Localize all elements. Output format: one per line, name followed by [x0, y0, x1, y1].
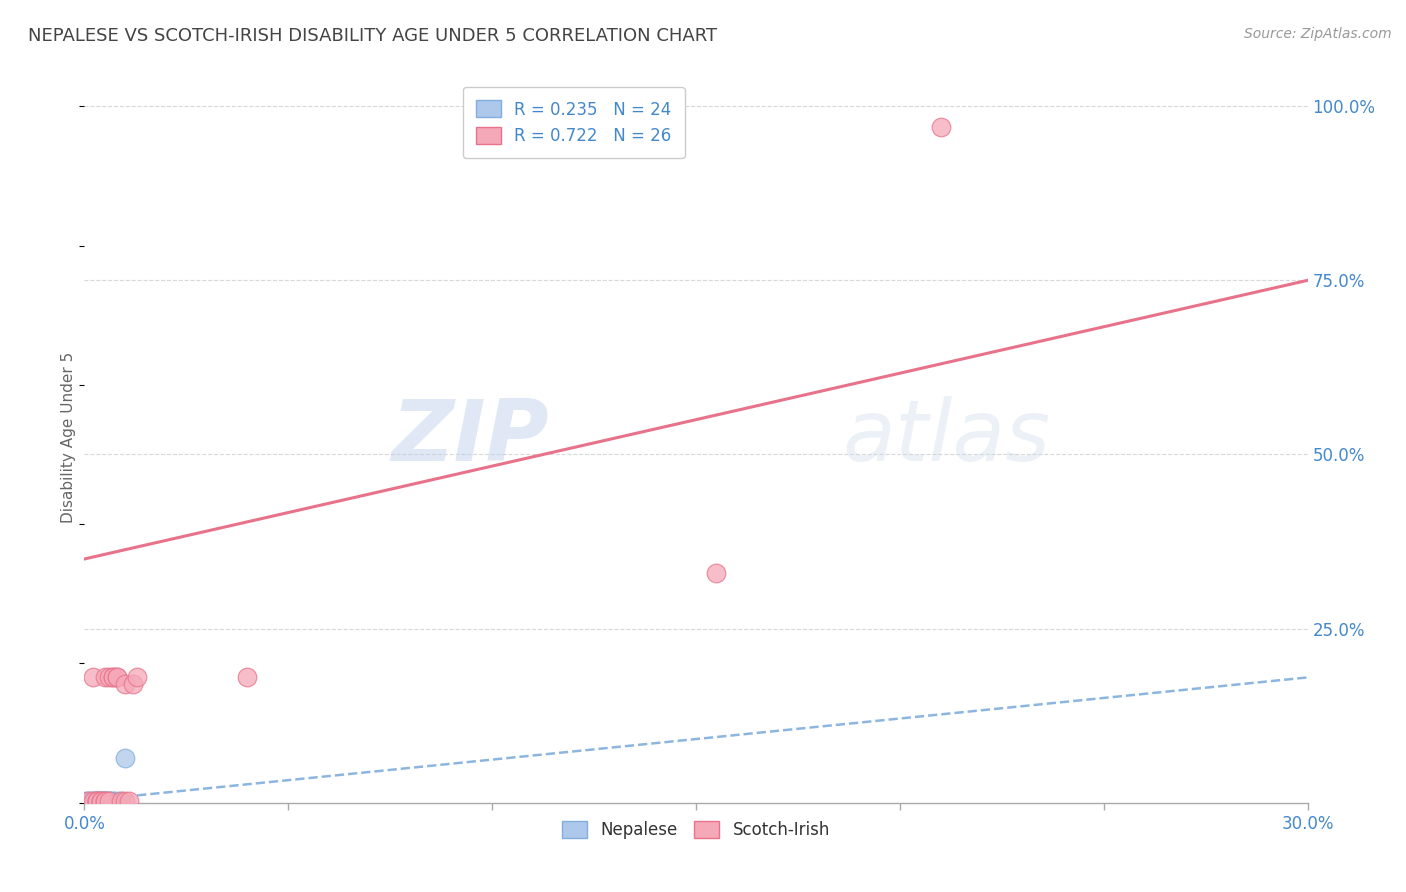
Text: NEPALESE VS SCOTCH-IRISH DISABILITY AGE UNDER 5 CORRELATION CHART: NEPALESE VS SCOTCH-IRISH DISABILITY AGE …	[28, 27, 717, 45]
Point	[929, 120, 952, 134]
Point	[105, 670, 128, 684]
Point	[77, 794, 100, 808]
Point	[110, 794, 132, 808]
Point	[75, 794, 97, 808]
Point	[86, 794, 108, 808]
Point	[114, 794, 136, 808]
Legend: Nepalese, Scotch-Irish: Nepalese, Scotch-Irish	[555, 814, 837, 846]
Point	[127, 670, 149, 684]
Point	[82, 794, 104, 808]
Point	[79, 794, 101, 808]
Point	[93, 794, 115, 808]
Point	[97, 794, 120, 808]
Point	[93, 794, 115, 808]
Point	[90, 794, 112, 808]
Point	[86, 794, 108, 808]
Point	[86, 794, 108, 808]
Point	[114, 677, 136, 691]
Point	[77, 794, 100, 808]
Point	[90, 794, 112, 808]
Point	[90, 794, 112, 808]
Point	[706, 566, 728, 580]
Point	[101, 670, 124, 684]
Point	[93, 794, 115, 808]
Point	[114, 750, 136, 764]
Point	[93, 794, 115, 808]
Point	[105, 670, 128, 684]
Point	[105, 794, 128, 808]
Point	[97, 670, 120, 684]
Point	[82, 794, 104, 808]
Text: atlas: atlas	[842, 395, 1050, 479]
Point	[86, 794, 108, 808]
Text: Source: ZipAtlas.com: Source: ZipAtlas.com	[1244, 27, 1392, 41]
Point	[93, 670, 115, 684]
Point	[86, 794, 108, 808]
Point	[101, 794, 124, 808]
Point	[82, 794, 104, 808]
Point	[90, 794, 112, 808]
Point	[83, 794, 105, 808]
Point	[93, 794, 115, 808]
Point	[97, 794, 120, 808]
Point	[236, 670, 259, 684]
Y-axis label: Disability Age Under 5: Disability Age Under 5	[60, 351, 76, 523]
Point	[97, 794, 120, 808]
Point	[90, 794, 112, 808]
Point	[86, 794, 108, 808]
Point	[97, 794, 120, 808]
Point	[82, 670, 104, 684]
Point	[93, 794, 115, 808]
Point	[101, 794, 124, 808]
Point	[101, 670, 124, 684]
Point	[110, 794, 132, 808]
Point	[122, 677, 145, 691]
Point	[118, 794, 141, 808]
Text: ZIP: ZIP	[391, 395, 550, 479]
